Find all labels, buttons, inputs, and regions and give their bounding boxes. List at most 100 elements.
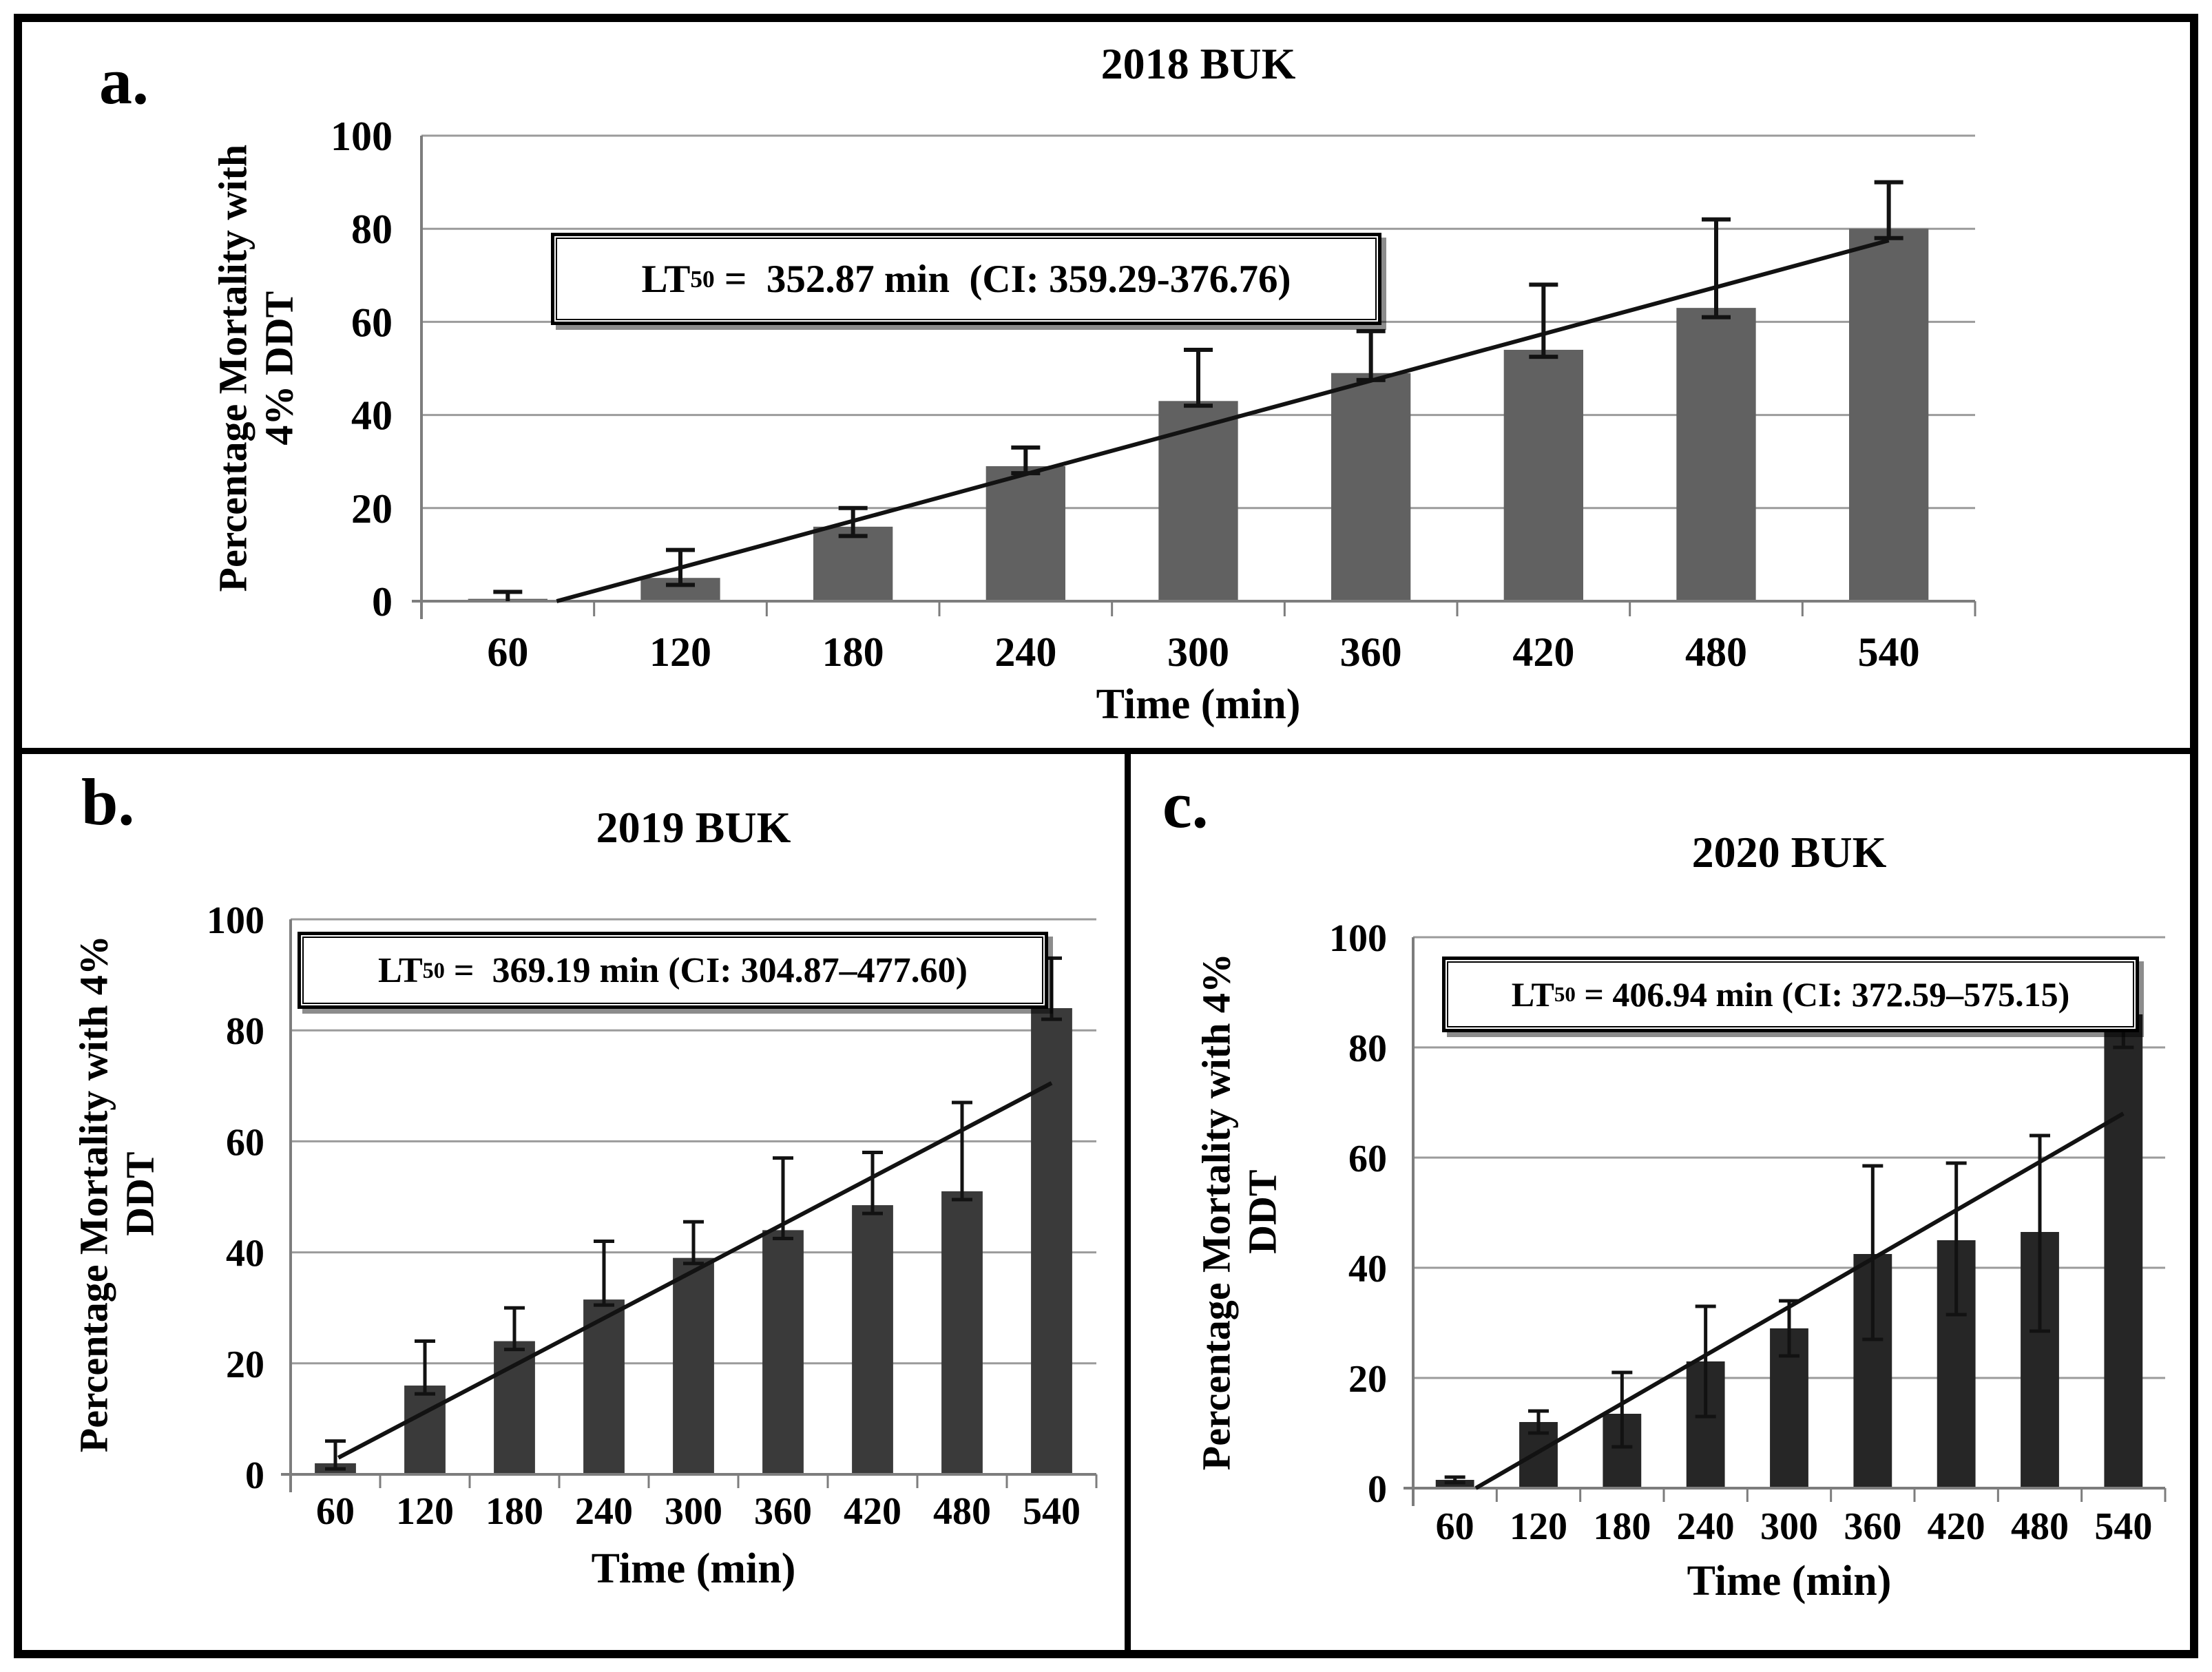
chart-a-lt50-annotation: LT 50 = 352.87 min (CI: 359.29-376.76): [551, 233, 1381, 325]
panel-b-letter: b.: [81, 765, 135, 839]
x-tick-label: 60: [487, 629, 528, 675]
bar: [1031, 1007, 1072, 1474]
bar: [985, 466, 1065, 601]
y-tick-label: 40: [351, 393, 393, 439]
panel-divider-vertical: [1125, 754, 1131, 1650]
x-tick-label: 60: [1436, 1505, 1474, 1548]
panel-c-letter: c.: [1162, 768, 1209, 842]
chart-b-svg: 0 20 40 60 80 100 60 120 180 240 300 360 420 480 540: [207, 899, 1098, 1533]
chart-b-x-axis-label: Time (min): [591, 1545, 796, 1592]
x-tick-label: 60: [316, 1490, 355, 1533]
chart-b-title: 2019 BUK: [596, 803, 791, 852]
chart-a-title: 2018 BUK: [1100, 39, 1296, 88]
bar: [1158, 401, 1238, 601]
bar: [583, 1299, 625, 1474]
x-tick-label: 480: [2011, 1505, 2069, 1548]
lt50-base: LT: [378, 950, 423, 990]
y-tick-label: 20: [226, 1344, 264, 1386]
y-tick-label: 20: [351, 486, 393, 532]
x-tick-label: 480: [1685, 629, 1747, 675]
bar: [404, 1386, 446, 1474]
y-tick-label: 0: [245, 1454, 264, 1497]
chart-b-lt50-annotation: LT 50 = 369.19 min (CI: 304.87–477.60): [298, 932, 1048, 1009]
x-tick-label: 180: [486, 1490, 543, 1533]
y-tick-label: 20: [1348, 1358, 1387, 1401]
trend-line: [337, 1081, 1053, 1460]
x-tick-label: 180: [822, 629, 884, 675]
y-tick-label: 80: [351, 207, 393, 252]
lt50-value-text: = 369.19 min (CI: 304.87–477.60): [444, 950, 968, 990]
trend-line: [556, 238, 1890, 603]
x-tick-label: 120: [1510, 1505, 1567, 1548]
x-tick-label: 240: [994, 629, 1056, 675]
x-tick-label: 300: [1760, 1505, 1818, 1548]
lt50-value-text: = 352.87 min (CI: 359.29-376.76): [714, 257, 1291, 301]
lt50-base: LT: [1511, 975, 1554, 1014]
y-axis-label-line2: DDT: [117, 1151, 162, 1236]
panel-a: 0 20 40 60 80 100 60 120 180 240 300 360 420 480 540 a…: [22, 22, 2190, 748]
lt50-subscript: 50: [1554, 982, 1576, 1006]
y-tick-label: 40: [1348, 1248, 1387, 1290]
figure-frame: [14, 14, 2198, 1658]
y-axis-label-line1: Percentage Mortality with 4%: [71, 935, 116, 1453]
panel-a-letter: a.: [99, 44, 149, 118]
x-tick-label: 120: [396, 1490, 454, 1533]
x-tick-label: 180: [1593, 1505, 1651, 1548]
y-tick-label: 100: [331, 114, 393, 159]
chart-a-x-axis-label: Time (min): [1096, 681, 1301, 728]
lt50-value-text: = 406.94 min (CI: 372.59–575.15): [1575, 975, 2070, 1014]
y-tick-label: 100: [1329, 917, 1387, 960]
bar: [494, 1341, 535, 1474]
x-tick-label: 300: [665, 1490, 722, 1533]
chart-c-y-axis-label: Percentage Mortality with 4% DDT: [1193, 902, 1285, 1522]
bar: [1676, 308, 1756, 601]
x-tick-label: 240: [575, 1490, 633, 1533]
bar: [673, 1257, 714, 1474]
x-tick-label: 480: [933, 1490, 991, 1533]
bar: [852, 1205, 893, 1474]
bar: [2104, 1014, 2143, 1488]
y-axis-label-line2: DDT: [1240, 1169, 1284, 1254]
chart-a-y-axis-label: Percentage Mortality with 4% DDT: [210, 107, 302, 630]
chart-c-x-axis-label: Time (min): [1687, 1558, 1892, 1605]
x-tick-label: 120: [649, 629, 711, 675]
panel-c: 0 20 40 60 80 100 60 120 180 240 300 360 420 480 540 c…: [1131, 754, 2190, 1650]
x-tick-label: 360: [1340, 629, 1402, 675]
panel-divider-horizontal: [22, 748, 2190, 754]
y-tick-label: 80: [1348, 1027, 1387, 1070]
bar: [1331, 373, 1411, 601]
x-tick-label: 360: [754, 1490, 812, 1533]
bar: [941, 1191, 983, 1474]
chart-a-svg: 0 20 40 60 80 100 60 120 180 240 300 360 420 480 540: [331, 114, 1976, 675]
x-tick-label: 420: [1928, 1505, 1985, 1548]
chart-c-lt50-annotation: LT 50 = 406.94 min (CI: 372.59–575.15): [1442, 957, 2139, 1032]
lt50-subscript: 50: [690, 265, 715, 293]
y-tick-label: 60: [226, 1121, 264, 1164]
y-tick-label: 0: [1368, 1468, 1387, 1511]
y-axis-label-line1: Percentage Mortality with 4%: [1193, 953, 1239, 1471]
y-tick-label: 40: [226, 1233, 264, 1275]
chart-c-title: 2020 BUK: [1691, 828, 1887, 877]
y-axis-label-line1: Percentage Mortality with: [210, 144, 255, 592]
x-tick-label: 540: [2094, 1505, 2152, 1548]
lt50-base: LT: [641, 257, 691, 301]
y-tick-label: 100: [207, 899, 264, 942]
bar: [1503, 349, 1583, 601]
chart-b-y-axis-label: Percentage Mortality with 4% DDT: [71, 884, 163, 1504]
chart-c-svg: 0 20 40 60 80 100 60 120 180 240 300 360 420 480 540: [1329, 917, 2167, 1548]
x-tick-label: 540: [1858, 629, 1920, 675]
panel-b: 0 20 40 60 80 100 60 120 180 240 300 360 420 480 540 b…: [22, 754, 1125, 1650]
x-tick-label: 420: [844, 1490, 901, 1533]
bar: [762, 1230, 804, 1474]
lt50-subscript: 50: [422, 957, 445, 983]
x-tick-label: 360: [1844, 1505, 1901, 1548]
x-tick-label: 540: [1023, 1490, 1081, 1533]
y-tick-label: 80: [226, 1010, 264, 1053]
x-tick-label: 300: [1167, 629, 1229, 675]
y-tick-label: 60: [1348, 1138, 1387, 1180]
y-tick-label: 0: [372, 579, 393, 625]
x-tick-label: 240: [1677, 1505, 1735, 1548]
x-tick-label: 420: [1512, 629, 1574, 675]
y-axis-label-line2: 4% DDT: [256, 291, 301, 446]
